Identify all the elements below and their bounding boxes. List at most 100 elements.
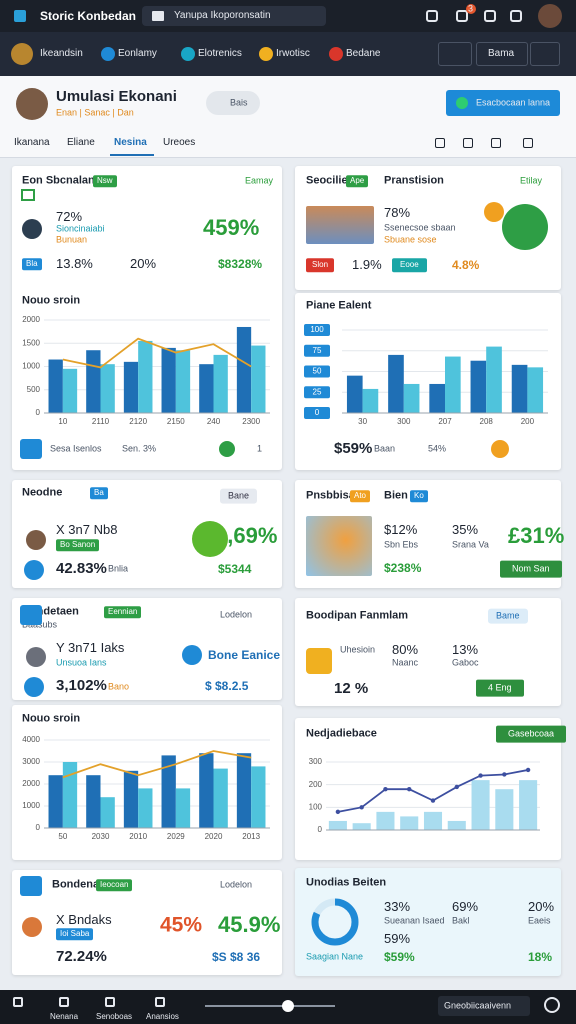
page-subtitle: Enan | Sanac | Dan <box>56 107 134 118</box>
card <box>12 598 282 700</box>
status-circle <box>192 521 228 557</box>
page-header <box>0 76 576 158</box>
card-title: Pnsbbisa <box>306 489 355 502</box>
card-text: Unsuoa Ians <box>56 657 107 668</box>
chart-button[interactable]: Gasebcoaa <box>496 725 567 743</box>
card-text: 33% <box>384 899 411 915</box>
card-text: Bano <box>108 681 130 692</box>
bottom-icon[interactable] <box>13 997 23 1007</box>
bottom-icon[interactable] <box>59 997 69 1007</box>
card-text: $59% <box>384 949 415 964</box>
search-button[interactable] <box>206 91 260 115</box>
nav-icon-button[interactable] <box>438 42 472 66</box>
card-text: 4.8% <box>452 257 480 272</box>
badge-icon <box>484 202 504 222</box>
bottom-item[interactable]: Nenana <box>50 1012 79 1022</box>
card-text: Bakl <box>452 915 470 926</box>
top-icon[interactable] <box>426 10 438 22</box>
bottom-icon[interactable] <box>155 997 165 1007</box>
card-text: Ato <box>350 490 371 502</box>
card-title: Neodne <box>22 486 63 499</box>
nav-icon-button[interactable] <box>530 42 560 66</box>
card-title: Seocilien <box>306 174 355 187</box>
top-icon[interactable] <box>456 10 468 22</box>
app-name: Storic Konbedan <box>40 8 137 23</box>
card-text: Eennian <box>104 606 142 618</box>
card <box>12 166 282 470</box>
toolbar-icon[interactable] <box>491 138 501 148</box>
card-text: 1 <box>257 443 263 454</box>
status-label: Gneobiicaaivenn <box>444 1000 512 1011</box>
card-text: Ssenecsoe sbaan <box>384 222 456 233</box>
bottom-icon[interactable] <box>105 997 115 1007</box>
card-text: Bnlia <box>108 563 129 574</box>
app-logo <box>14 10 26 22</box>
nav-item[interactable]: Elotrenics <box>198 48 242 59</box>
bottom-item[interactable]: Senoboas <box>96 1012 133 1022</box>
slider-knob <box>282 1000 294 1012</box>
workspace-select[interactable] <box>142 6 326 26</box>
avatar-icon <box>26 530 46 550</box>
map-image <box>306 516 372 576</box>
action-icon <box>456 97 468 109</box>
nav-item[interactable]: Irwotisc <box>276 48 310 59</box>
workspace-name[interactable]: Yanupa Ikoporonsatin <box>174 10 271 21</box>
tab[interactable]: Ureoes <box>163 137 196 148</box>
search-label[interactable]: Bais <box>230 97 248 108</box>
card-text: 1.9% <box>352 257 382 273</box>
card-text: 18% <box>528 949 553 964</box>
card-text: Ko <box>410 490 428 502</box>
card-text: Sesa Isenlos <box>50 443 102 454</box>
nav-item[interactable]: Bedane <box>346 48 381 59</box>
avatar-icon <box>182 645 202 665</box>
nav-icon <box>259 47 273 61</box>
nav-item[interactable]: Eonlamy <box>118 48 157 59</box>
card-title: Bondena <box>52 878 100 891</box>
bottom-item[interactable]: Anansios <box>146 1012 179 1022</box>
card-icon <box>20 439 42 459</box>
card-text: 69% <box>452 899 479 915</box>
card-text: $ $8.2.5 <box>205 678 249 693</box>
avatar-icon <box>24 677 44 697</box>
top-icon[interactable] <box>510 10 522 22</box>
nav-item[interactable]: Ikeandsin <box>40 48 83 59</box>
nav-icon <box>329 47 343 61</box>
card-text: $8328% <box>218 256 263 271</box>
avatar-icon <box>22 917 42 937</box>
card-text: Sbuane sose <box>384 234 437 245</box>
card-text: Srana Va <box>452 539 489 550</box>
nav-button-label[interactable]: Bama <box>488 48 515 59</box>
toolbar-icon[interactable] <box>463 138 473 148</box>
profile-avatar <box>16 88 48 120</box>
top-icon[interactable] <box>484 10 496 22</box>
card-text: 59% <box>384 931 411 947</box>
avatar-icon <box>26 647 46 667</box>
badge-icon <box>491 440 509 458</box>
tab[interactable]: Eliane <box>67 137 95 148</box>
action-label[interactable]: Esacbocaan lanna <box>476 97 551 108</box>
card-text: $238% <box>384 560 422 575</box>
card-text: Gaboc <box>452 657 479 668</box>
avatar-icon <box>24 560 44 580</box>
card-text: 12 % <box>334 680 369 697</box>
toolbar-icon[interactable] <box>435 138 445 148</box>
card-text: 35% <box>452 522 479 538</box>
tab[interactable]: Nesina <box>114 137 147 148</box>
slider-track[interactable] <box>205 1005 335 1007</box>
card-text: Nom San <box>500 560 562 578</box>
card-text: Saagian Nane <box>306 951 364 962</box>
card-text: 13.8% <box>56 256 93 272</box>
card-text: Bunuan <box>56 234 88 245</box>
card-text: Lodelon <box>220 879 253 890</box>
card-text: Sbn Ebs <box>384 539 419 550</box>
nav-button[interactable] <box>476 42 528 66</box>
tab[interactable]: Ikanana <box>14 137 50 148</box>
badge-icon <box>219 441 235 457</box>
card-text: X Bndaks <box>56 912 112 928</box>
bottom-icon[interactable] <box>544 997 560 1013</box>
notification-count: 3 <box>468 3 474 14</box>
card-text: 78% <box>384 205 411 221</box>
card-text: X 3n7 Nb8 <box>56 522 118 538</box>
toolbar-icon[interactable] <box>523 138 533 148</box>
